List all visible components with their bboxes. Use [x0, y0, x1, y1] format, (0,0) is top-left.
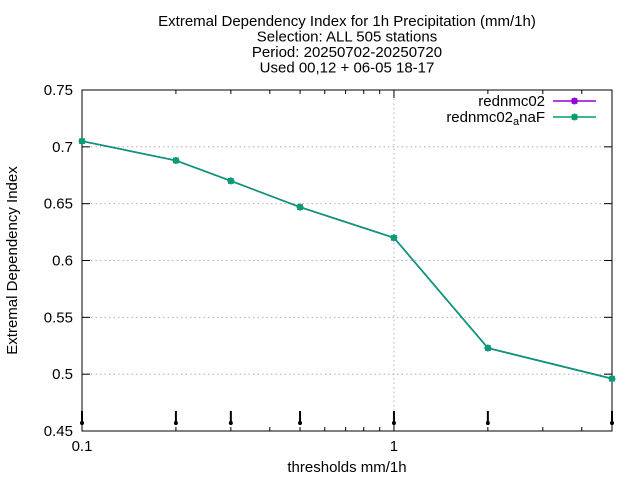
chart-title: Extremal Dependency Index for 1h Precipi…: [158, 13, 536, 77]
rug-dot: [298, 421, 303, 425]
data-point: [78, 137, 86, 145]
legend-entry-1: rednmc02: [478, 93, 596, 110]
x-axis-label: thresholds mm/1h: [287, 459, 406, 476]
legend-label-2-tail: naF: [519, 109, 545, 126]
title-line-1: Extremal Dependency Index for 1h Precipi…: [158, 13, 536, 30]
rug-dot: [228, 421, 233, 425]
data-point: [484, 344, 492, 352]
rug-dot: [391, 421, 396, 425]
grid: [82, 90, 612, 431]
rug-dot: [173, 421, 178, 425]
x-tick-labels: 0.1 1: [72, 438, 399, 455]
x-tick-label: 1: [390, 438, 398, 455]
legend-marker-2: [571, 113, 578, 121]
legend-marker-1: [571, 97, 578, 105]
legend-label-2-sub: a: [513, 116, 520, 128]
legend-label-2-main: rednmc02: [446, 109, 513, 126]
data-point: [608, 375, 616, 383]
series-1: [78, 137, 616, 383]
y-tick-label: 0.65: [44, 196, 73, 213]
y-tick-label: 0.75: [44, 82, 73, 99]
y-tick-label: 0.6: [52, 253, 73, 270]
axis-ticks: [81, 89, 613, 432]
data-point: [390, 234, 398, 242]
series-2: [78, 137, 616, 383]
rug-marks: [80, 411, 614, 425]
data-point: [227, 177, 235, 185]
title-line-3: Period: 20250702-20250720: [252, 44, 442, 61]
legend-label-1: rednmc02: [478, 93, 545, 110]
legend: rednmc02 rednmc02anaF: [446, 93, 596, 128]
title-line-2: Selection: ALL 505 stations: [257, 29, 437, 46]
y-tick-label: 0.45: [44, 423, 73, 440]
legend-entry-2: rednmc02anaF: [446, 109, 596, 128]
data-point: [296, 203, 304, 211]
rug-dot: [80, 421, 84, 425]
series-line-2: [81, 140, 613, 380]
y-tick-label: 0.5: [52, 366, 73, 383]
y-axis-label: Extremal Dependency Index: [4, 166, 21, 355]
rug-dot: [485, 421, 490, 425]
rug-dot: [610, 421, 614, 425]
legend-label-2: rednmc02anaF: [446, 109, 545, 128]
series: [78, 137, 616, 383]
x-tick-label: 0.1: [72, 438, 93, 455]
series-line-1: [81, 140, 613, 380]
y-tick-label: 0.55: [44, 309, 73, 326]
data-point: [172, 156, 180, 164]
title-line-4: Used 00,12 + 06-05 18-17: [260, 60, 435, 77]
y-tick-labels: 0.45 0.5 0.55 0.6 0.65 0.7 0.75: [44, 82, 73, 440]
y-tick-label: 0.7: [52, 139, 73, 156]
